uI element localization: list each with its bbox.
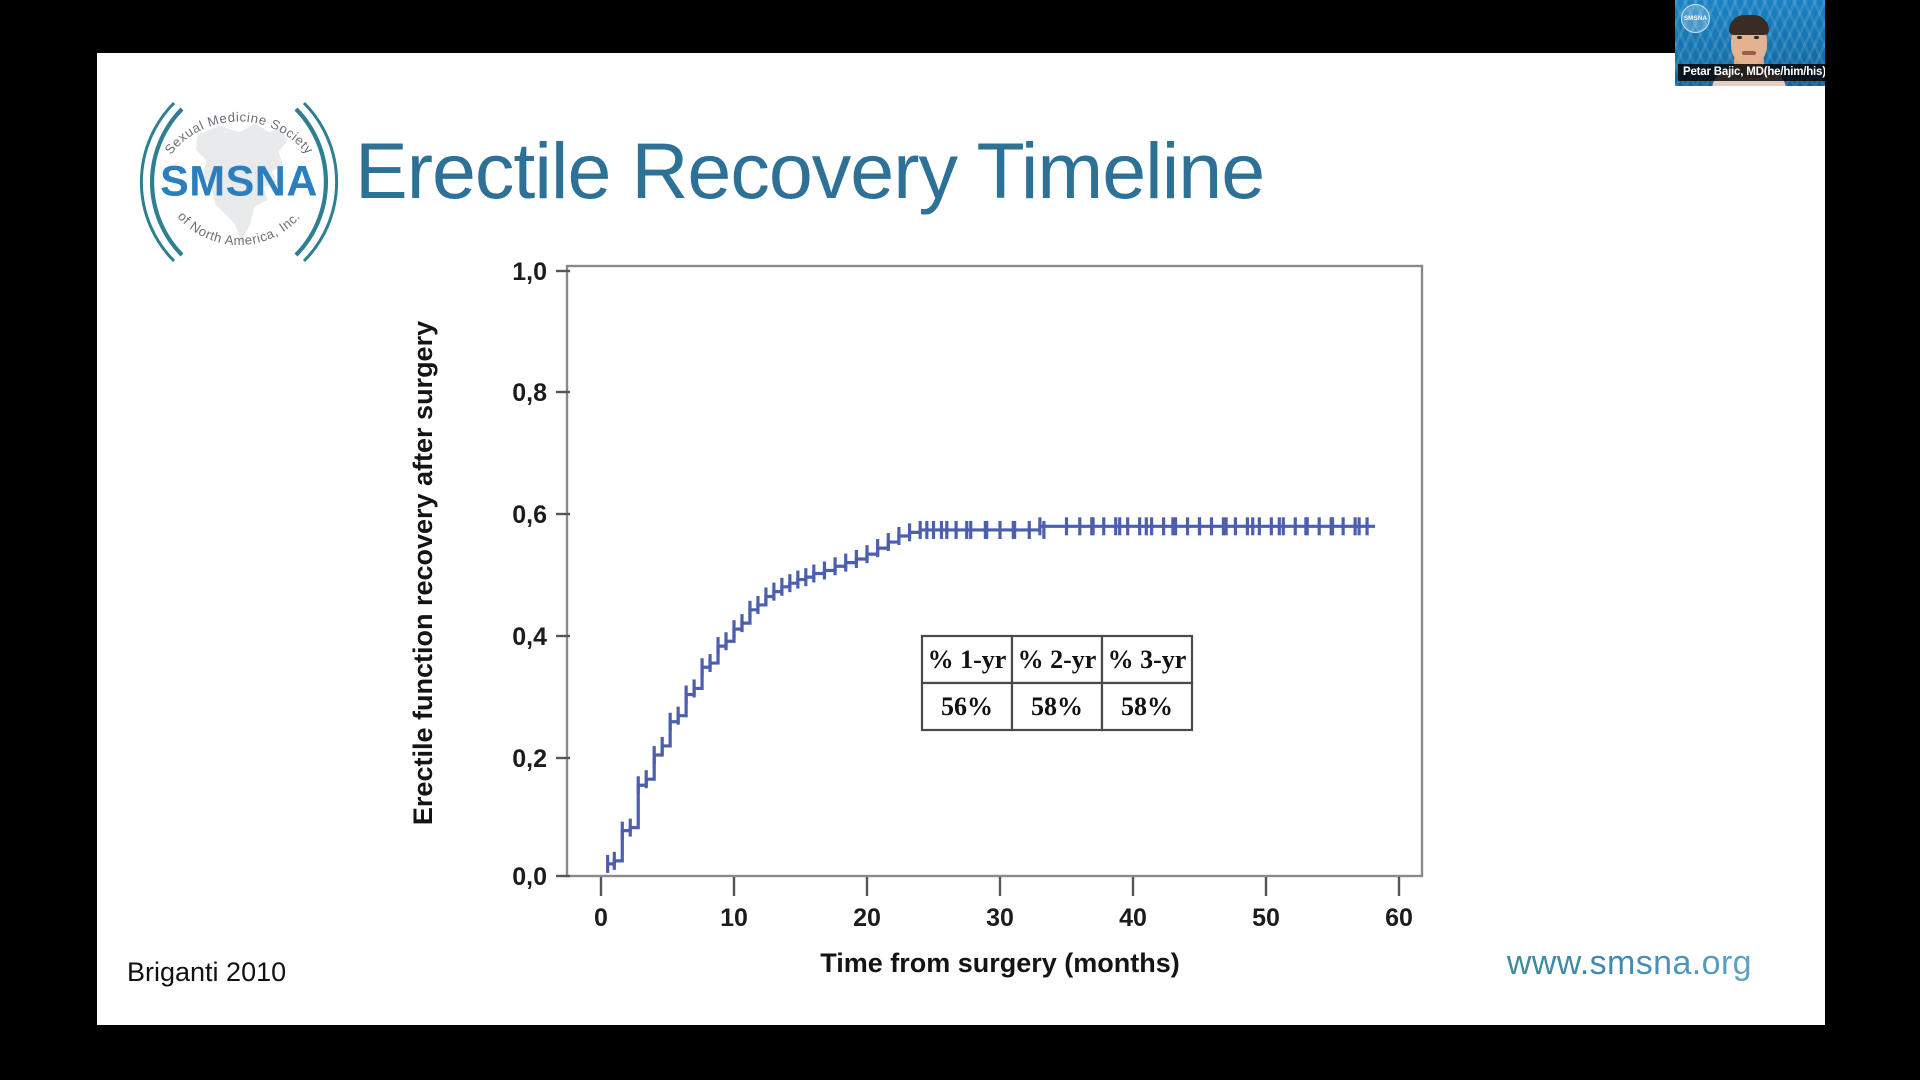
smsna-watermark-icon: SMSNA xyxy=(1681,4,1710,33)
x-tick-label: 50 xyxy=(1252,904,1280,932)
participant-name-label: Petar Bajic, MD(he/him/his) xyxy=(1678,64,1825,81)
km-censor-marks xyxy=(606,517,1369,873)
y-tick-label: 0,6 xyxy=(512,501,547,529)
y-tick-label: 1,0 xyxy=(512,258,547,286)
y-tick-label: 0,2 xyxy=(512,745,547,773)
x-tick-label: 40 xyxy=(1119,904,1147,932)
logo-arc-top-text: Sexual Medicine Society xyxy=(161,109,316,157)
x-tick-label: 20 xyxy=(853,904,881,932)
km-survival-chart: 1,0 0,8 0,6 0,4 0,2 0,0 Erectile functio… xyxy=(392,228,1492,988)
table-value-cell: 56% xyxy=(941,692,993,721)
table-value-cell: 58% xyxy=(1031,692,1083,721)
source-citation: Briganti 2010 xyxy=(127,957,287,987)
website-url: www.smsna.org xyxy=(1506,944,1752,982)
participant-video-tile[interactable]: SMSNA Petar Bajic, MD(he/him/his) xyxy=(1675,0,1825,86)
logo-wordmark: SMSNA xyxy=(160,157,318,206)
plot-area xyxy=(565,264,1424,878)
y-tick-label: 0,8 xyxy=(512,379,547,407)
page-title: Erectile Recovery Timeline xyxy=(355,126,1265,215)
x-axis-ticks xyxy=(599,877,1401,896)
x-tick-label: 30 xyxy=(986,904,1014,932)
y-axis-tick-labels: 1,0 0,8 0,6 0,4 0,2 0,0 xyxy=(512,258,547,891)
table-header-cell: % 2-yr xyxy=(1018,645,1097,674)
watermark-label: SMSNA xyxy=(1683,15,1708,22)
x-axis-tick-labels: 0 10 20 30 40 50 60 xyxy=(594,904,1413,932)
y-axis-title: Erectile function recovery after surgery xyxy=(408,321,438,825)
x-tick-label: 60 xyxy=(1385,904,1413,932)
y-axis-ticks xyxy=(556,269,570,878)
x-tick-label: 10 xyxy=(720,904,748,932)
y-tick-label: 0,0 xyxy=(512,863,547,891)
table-header-cell: % 1-yr xyxy=(928,645,1007,674)
annotation-table: % 1-yr % 2-yr % 3-yr 56% 58% 58% xyxy=(920,634,1194,732)
logo-arc-bottom-text: of North America, Inc. xyxy=(175,209,303,248)
y-tick-label: 0,4 xyxy=(512,623,547,651)
presentation-slide: Sexual Medicine Society of North America… xyxy=(97,53,1825,1025)
table-value-cell: 58% xyxy=(1121,692,1173,721)
smsna-logo: Sexual Medicine Society of North America… xyxy=(130,73,348,291)
table-header-cell: % 3-yr xyxy=(1108,645,1187,674)
x-axis-title: Time from surgery (months) xyxy=(820,948,1180,978)
x-tick-label: 0 xyxy=(594,904,608,932)
north-america-map-icon xyxy=(195,123,287,244)
